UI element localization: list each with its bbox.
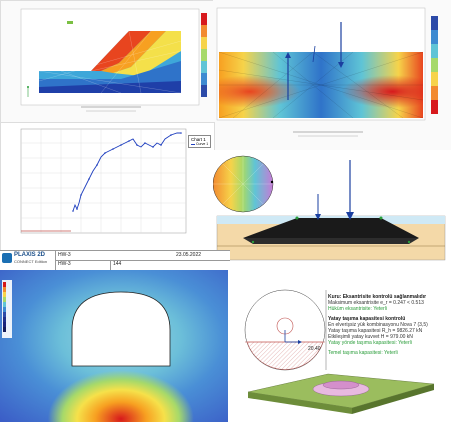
load-displacement-chart-panel: Chart 1 Curve 1 — [0, 122, 215, 252]
horizontal-capacity-title: Yatay taşıma kapasitesi kontrolü — [328, 316, 406, 322]
eccentricity-verdict: Hüküm eksantrisite: Yeterli — [328, 306, 387, 312]
tunnel-contour-plot — [0, 270, 228, 422]
plaxis-edition: CONNECT Edition — [14, 259, 48, 264]
plaxis-number-field: 144 — [113, 261, 122, 267]
foundation-section-plot — [213, 155, 446, 261]
horizontal-force-line: Etkileşimli yatay kuvvet H = 979.00 kN — [328, 334, 413, 340]
displacement-colorbar — [431, 16, 438, 114]
eccentricity-title: Kuru: Eksantrisite kontrolü sağlanmalıdı… — [328, 294, 427, 300]
embankment — [243, 218, 419, 238]
horizontal-verdict: Yatay yönde taşıma kapasitesi: Yeterli — [328, 340, 412, 346]
displacement-contour-panel — [213, 0, 451, 150]
tunnel-contour-panel — [0, 270, 228, 422]
slope-colorbar — [201, 13, 207, 97]
foundation-check-panel: 20.40 Kuru: Eksantrisite kontrolü sağlan… — [228, 270, 451, 422]
chart-legend-item: Curve 1 — [191, 142, 208, 146]
tunnel-opening — [71, 291, 171, 367]
plaxis-model-field: HW-3 — [58, 261, 71, 267]
max-eccentricity-line: Maksimum eksantrisite e_r = 0.247 < 0.51… — [328, 300, 424, 306]
chart-legend-title: Chart 1 — [191, 137, 206, 142]
load-combination-line: En elverişsiz yük kombinasyonu Nova 7 (3… — [328, 322, 428, 328]
bearing-check-diagram — [244, 289, 435, 414]
foundation-section-panel — [213, 150, 451, 270]
slope-contour-panel — [0, 0, 215, 124]
load-displacement-chart — [20, 128, 187, 234]
dimension-label: 20.40 — [308, 346, 321, 352]
foundation-outline — [244, 289, 326, 371]
plaxis-title-block: PLAXIS 2D CONNECT Edition HW-3 HW-3 144 … — [0, 250, 230, 272]
bearing-verdict: Temel taşıma kapasitesi: Yeterli — [328, 350, 398, 356]
plaxis-date-field: 23.05.2022 — [176, 252, 202, 258]
displacement-contour-plot — [216, 7, 438, 137]
horizontal-capacity-line: Yatay taşıma kapasitesi R_h = 9826.27 kN — [328, 328, 423, 334]
chart-legend: Chart 1 Curve 1 — [188, 135, 212, 148]
plaxis-project-field: HW-3 — [58, 252, 71, 258]
tunnel-legend — [2, 280, 12, 338]
plaxis-product-name: PLAXIS 2D — [14, 252, 46, 258]
plaxis-logo-icon — [2, 253, 12, 263]
slope-contour-plot — [20, 8, 207, 112]
